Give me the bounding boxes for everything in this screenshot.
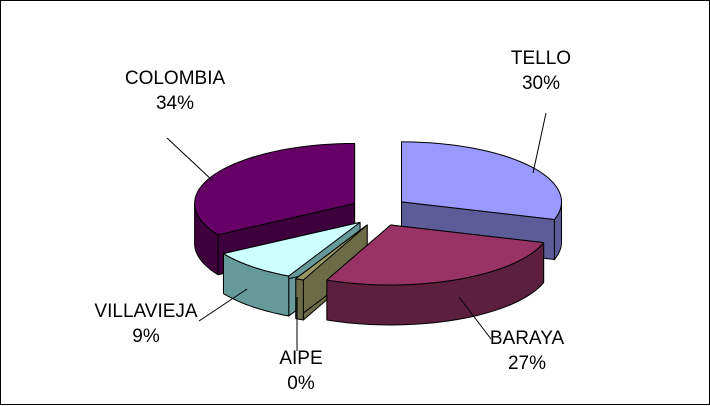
slice-percent-colombia: 34%: [155, 93, 195, 114]
leader-line-colombia: [166, 137, 214, 182]
slice-label-baraya: BARAYA 27%: [457, 326, 597, 376]
slice-label-colombia: COLOMBIA 34%: [105, 66, 245, 116]
slice-top-face: [295, 224, 368, 281]
slice-baraya: [326, 224, 545, 326]
slice-label-tello: TELLO 30%: [471, 46, 611, 96]
slice-name-villavieja: VILLAVIEJA: [94, 301, 198, 322]
slice-top-face: [222, 221, 361, 277]
slice-name-baraya: BARAYA: [489, 328, 565, 349]
leader-line-tello: [532, 112, 547, 174]
leader-line-baraya: [458, 296, 492, 340]
leader-line-villavieja: [198, 288, 248, 322]
slice-top-face: [194, 142, 356, 236]
slice-percent-baraya: 27%: [507, 353, 547, 374]
slice-percent-villavieja: 9%: [132, 326, 160, 347]
slice-name-aipe: AIPE: [279, 348, 323, 369]
slice-label-aipe: AIPE 0%: [231, 346, 371, 396]
slice-label-villavieja: VILLAVIEJA 9%: [76, 299, 216, 349]
slice-percent-tello: 30%: [521, 73, 561, 94]
slice-name-colombia: COLOMBIA: [124, 68, 226, 89]
slice-percent-aipe: 0%: [287, 373, 315, 394]
slice-name-tello: TELLO: [510, 48, 572, 69]
slice-top-face: [401, 141, 562, 221]
slice-top-face: [326, 224, 545, 286]
